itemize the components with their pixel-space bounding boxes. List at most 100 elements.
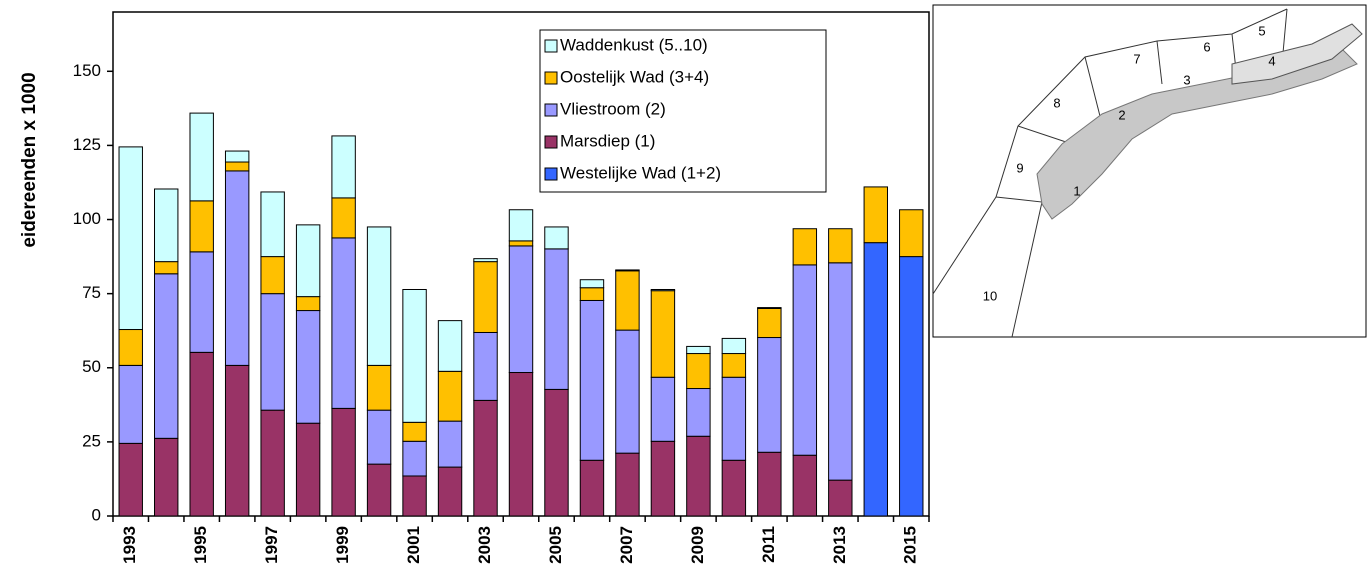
bar-segment: [154, 261, 179, 275]
bar-segment: [828, 228, 853, 264]
bar-segment: [721, 459, 747, 517]
bar-segment: [792, 454, 818, 517]
map-region-label: 6: [1203, 39, 1210, 54]
bar-segment: [792, 264, 818, 456]
bar-segment: [402, 440, 427, 477]
bar-segment: [650, 376, 676, 442]
y-tick-label: 125: [73, 135, 101, 154]
map: 1 2 3 45 6 7 8 9 10: [932, 4, 1367, 338]
bar-segment: [473, 399, 498, 517]
x-tick-label: 1999: [333, 526, 352, 564]
bar-segment: [579, 459, 605, 517]
bar-segment: [757, 451, 782, 517]
bar-segment: [189, 251, 214, 353]
bar-segment: [544, 248, 569, 390]
bar-segment: [154, 188, 179, 263]
x-tick-label: 2009: [688, 526, 707, 564]
bar-segment: [828, 262, 853, 481]
legend-label: Vliestroom (2): [560, 99, 666, 118]
x-tick-label: 1993: [120, 526, 139, 564]
bar-segment: [828, 479, 853, 517]
bar-segment: [366, 364, 392, 411]
bar-segment: [899, 256, 924, 517]
bar-segment: [615, 329, 640, 454]
bar-segment: [260, 191, 285, 258]
y-tick-label: 0: [92, 505, 101, 524]
map-region-label: 1: [1073, 183, 1080, 198]
bar-segment: [615, 270, 640, 331]
bar-segment: [402, 421, 427, 442]
bar-segment: [544, 226, 569, 250]
x-tick-label: 2005: [546, 526, 565, 564]
bar-segment: [579, 299, 605, 461]
x-tick-label: 2015: [901, 526, 920, 564]
bar-segment: [366, 226, 392, 366]
bar-segment: [508, 245, 534, 374]
bar-segment: [686, 435, 711, 517]
bar-segment: [331, 237, 356, 409]
bar-segment: [331, 407, 356, 517]
bar-segment: [473, 258, 498, 263]
bar-segment: [224, 161, 250, 172]
map-region-label: 7: [1133, 51, 1140, 66]
legend-swatch: [544, 39, 558, 53]
bar-segment: [154, 273, 179, 439]
bar-segment: [366, 409, 392, 465]
bar-segment: [792, 228, 818, 266]
map-region-label: 2: [1118, 107, 1125, 122]
legend-box: [539, 29, 827, 193]
bar-segment: [686, 388, 711, 437]
bar-segment: [189, 200, 214, 253]
y-axis-label: eidereenden x 1000: [19, 72, 40, 247]
legend-swatch: [544, 167, 558, 181]
bar-segment: [508, 372, 534, 517]
map-region-label: 5: [1258, 23, 1265, 38]
bar-segment: [189, 112, 214, 202]
island: [1231, 23, 1363, 85]
x-tick-label: 2001: [404, 526, 423, 564]
legend-swatch: [544, 135, 558, 149]
bar-segment: [295, 224, 321, 298]
x-tick-label: 1997: [262, 526, 281, 564]
bar-segment: [650, 288, 676, 292]
bar-segment: [189, 351, 214, 517]
land-area: [1036, 48, 1358, 220]
map-region-label: 8: [1053, 95, 1060, 110]
bar-segment: [118, 329, 143, 366]
bar-segment: [224, 150, 250, 163]
y-tick-label: 150: [73, 61, 101, 80]
legend-swatch: [544, 71, 558, 85]
x-tick-label: 1995: [191, 526, 210, 564]
bar-segment: [295, 422, 321, 517]
bar-segment: [650, 290, 676, 378]
bar-segment: [437, 320, 463, 372]
bar-segment: [402, 288, 427, 423]
x-tick-label: 2007: [617, 526, 636, 564]
bar-segment: [721, 353, 747, 378]
map-region-label: 4: [1268, 53, 1275, 68]
bar-segment: [473, 261, 498, 333]
bar-segment: [260, 256, 285, 295]
x-tick-label: 2011: [759, 526, 778, 563]
bar-segment: [295, 310, 321, 424]
bar-segment: [686, 353, 711, 390]
bar-segment: [224, 364, 250, 517]
bar-segment: [224, 170, 250, 366]
bar-segment: [437, 466, 463, 517]
bar-segment: [863, 186, 888, 244]
bar-segment: [508, 240, 534, 247]
y-tick-label: 75: [82, 283, 101, 302]
legend-label: Westelijke Wad (1+2): [560, 163, 721, 182]
y-tick-label: 50: [82, 357, 101, 376]
bar-segment: [437, 420, 463, 468]
bar-segment: [437, 370, 463, 422]
bar-segment: [615, 269, 640, 272]
bar-segment: [331, 197, 356, 239]
map-region-label: 10: [983, 288, 997, 303]
bar-segment: [757, 307, 782, 339]
bar-segment: [863, 242, 888, 517]
bar-segment: [721, 376, 747, 461]
bar-segment: [154, 437, 179, 517]
chart: eidereenden x 1000 0 25 50 75 100 125 150 1993 1…: [19, 11, 930, 564]
